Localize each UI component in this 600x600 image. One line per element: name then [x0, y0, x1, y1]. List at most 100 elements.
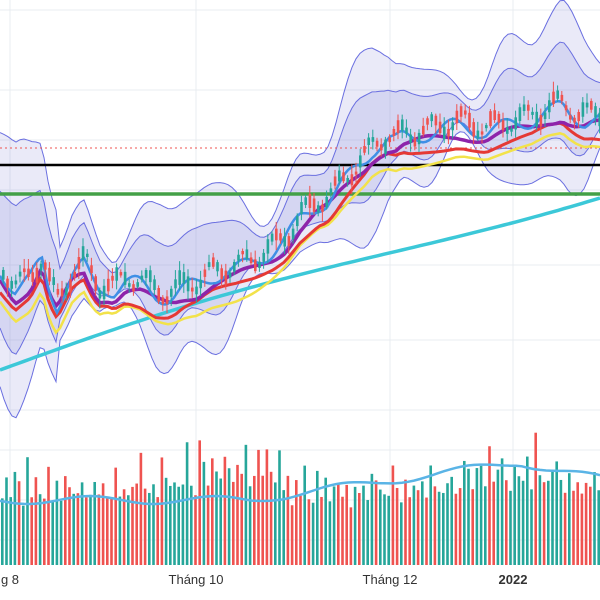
x-tick-label: Tháng 10 — [169, 572, 224, 587]
volume-bar — [274, 482, 277, 565]
candle-body — [493, 110, 496, 121]
volume-bar — [135, 483, 138, 565]
volume-bar — [538, 475, 542, 565]
candle-body — [153, 279, 156, 291]
candle-body — [98, 290, 102, 299]
candle-body — [10, 280, 13, 289]
candle-body — [396, 120, 400, 134]
volume-bar — [358, 492, 361, 565]
volume-bar — [597, 490, 600, 565]
volume-bar — [93, 481, 96, 565]
volume-bar — [442, 492, 445, 565]
candle-body — [388, 137, 391, 143]
volume-bar — [148, 492, 151, 565]
volume-bar — [1, 498, 4, 565]
volume-bar — [278, 450, 281, 565]
candle-body — [564, 105, 568, 111]
volume-bar — [379, 489, 382, 565]
candle-body — [60, 288, 64, 297]
volume-bar — [446, 483, 449, 565]
volume-bar — [328, 501, 332, 565]
candle-body — [430, 114, 433, 122]
candle-body — [111, 275, 114, 281]
volume-bar — [408, 497, 411, 565]
volume-bar — [240, 473, 243, 565]
volume-bar — [177, 486, 180, 565]
candle-body — [585, 102, 589, 108]
candle-body — [447, 128, 450, 137]
candle-body — [485, 125, 488, 129]
volume-bar — [513, 464, 516, 565]
inner-upper-band-line — [0, 41, 600, 274]
candle-body — [426, 118, 429, 125]
candle-body — [39, 263, 43, 271]
volume-bar — [299, 495, 302, 565]
volume-bar — [257, 449, 260, 565]
volume-bar — [215, 471, 218, 565]
volume-bar — [568, 473, 571, 565]
candle-body — [140, 275, 144, 280]
ma-slow-line — [0, 132, 600, 335]
volume-bar — [433, 486, 437, 565]
candle-body — [224, 270, 228, 285]
volume-bar — [303, 465, 306, 565]
volume-bar — [160, 457, 164, 565]
candle-body — [451, 122, 454, 131]
volume-bar — [362, 485, 365, 565]
candle-body — [556, 90, 559, 99]
candle-body — [165, 296, 169, 304]
volume-bar — [139, 452, 143, 565]
candle-body — [174, 279, 177, 289]
candle-body — [249, 257, 253, 264]
candle-body — [102, 285, 106, 300]
volume-bar — [290, 505, 294, 565]
candle-body — [304, 197, 307, 205]
volume-bar — [223, 456, 227, 565]
x-axis: g 8 Tháng 10 Tháng 12 2022 — [1, 572, 528, 587]
candle-body — [199, 279, 202, 289]
candle-body — [472, 122, 475, 137]
candle-body — [333, 176, 337, 186]
candle-body — [94, 276, 97, 291]
candle-body — [73, 271, 76, 278]
candle-body — [527, 104, 530, 111]
volume-bar — [391, 465, 395, 565]
volume-bar — [526, 456, 529, 565]
volume-bar — [118, 496, 122, 565]
volume-bar — [332, 486, 336, 565]
volume-ma-line — [0, 463, 600, 506]
volume-bar — [484, 486, 487, 565]
volume-bar — [341, 496, 344, 565]
volume-bar — [345, 484, 348, 565]
candle-body — [518, 107, 522, 121]
volume-bar — [463, 460, 466, 565]
candle-body — [279, 233, 282, 241]
candle-body — [514, 117, 517, 130]
candle-body — [275, 228, 278, 241]
candle-body — [308, 193, 312, 208]
candle-body — [291, 228, 295, 239]
volume-bar — [517, 476, 521, 565]
candle-body — [312, 198, 316, 212]
candle-body — [535, 111, 538, 127]
volume-bar — [425, 497, 428, 565]
candle-body — [581, 102, 585, 117]
volume-bar — [295, 480, 298, 565]
volume-bar — [479, 465, 483, 565]
candle-body — [262, 252, 265, 262]
volume-bar — [311, 502, 315, 565]
candle-body — [510, 128, 513, 132]
volume-bar — [34, 477, 38, 565]
candle-body — [237, 254, 240, 261]
candle-body — [56, 288, 60, 295]
volume-bar — [26, 457, 29, 565]
volume-bar — [475, 468, 479, 565]
candle-body — [212, 257, 215, 267]
volume-bar — [97, 494, 101, 565]
volume-bar — [64, 476, 67, 565]
volume-bar — [471, 489, 474, 565]
candle-body — [438, 121, 442, 134]
candle-body — [191, 287, 194, 292]
candle-body — [69, 279, 72, 293]
candle-body — [195, 286, 198, 295]
